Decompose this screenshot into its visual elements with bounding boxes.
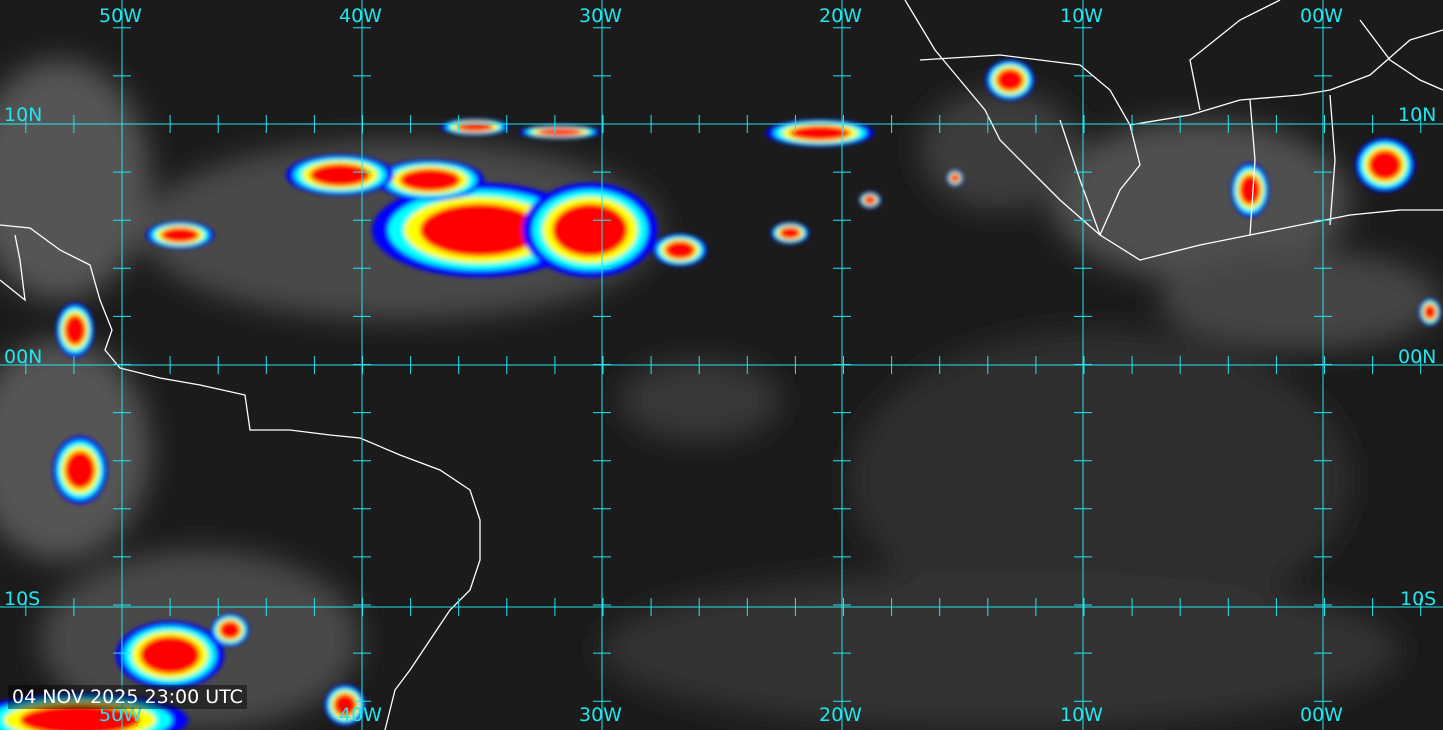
convective-cloud [64,315,86,345]
lon-label-bottom-00w: 00W [1300,704,1343,726]
cloud-area [1050,120,1350,280]
cloud-area [0,90,80,170]
lon-label-top-50w: 50W [99,5,142,27]
lon-label-bottom-10w: 10W [1060,704,1103,726]
timestamp: 04 NOV 2025 23:00 UTC [8,685,247,709]
convective-cloud [420,203,540,257]
lon-label-top-30w: 30W [579,5,622,27]
convective-cloud [65,451,95,489]
lat-label-left-10n: 10N [4,104,43,126]
cloud-area [850,330,1350,630]
convective-cloud [1239,175,1261,205]
convective-cloud [310,163,370,187]
cloud-area [920,90,1080,210]
lon-label-top-40w: 40W [339,5,382,27]
convective-cloud [996,68,1024,92]
lat-label-left-10s: 10S [4,588,41,610]
lon-label-bottom-50w: 50W [99,704,142,726]
convective-cloud [400,168,460,192]
convective-cloud [219,621,241,639]
cloud-area [620,360,780,440]
convective-cloud [537,128,583,136]
convective-cloud [779,227,801,239]
lat-label-right-00n: 00N [1398,346,1437,368]
lon-label-top-20w: 20W [819,5,862,27]
convective-cloud [1368,150,1402,180]
lon-label-top-00w: 00W [1300,5,1343,27]
convective-cloud [161,227,199,243]
convective-cloud [1424,304,1436,320]
lat-label-right-10s: 10S [1400,588,1437,610]
lat-label-right-10n: 10N [1398,104,1437,126]
convective-cloud [20,705,140,730]
convective-cloud [456,122,494,132]
lon-label-bottom-30w: 30W [579,704,622,726]
convective-cloud [140,636,200,674]
convective-cloud [552,203,628,257]
convective-cloud [950,173,960,183]
cloud-area [1160,250,1440,350]
convective-cloud [333,693,357,717]
lon-label-bottom-40w: 40W [339,704,382,726]
lat-label-left-00n: 00N [4,346,43,368]
lon-label-top-10w: 10W [1060,5,1103,27]
convective-cloud [790,125,850,141]
convective-cloud [665,241,695,259]
convective-cloud [864,195,876,205]
lon-label-bottom-20w: 20W [819,704,862,726]
cloud-area [600,570,1400,730]
